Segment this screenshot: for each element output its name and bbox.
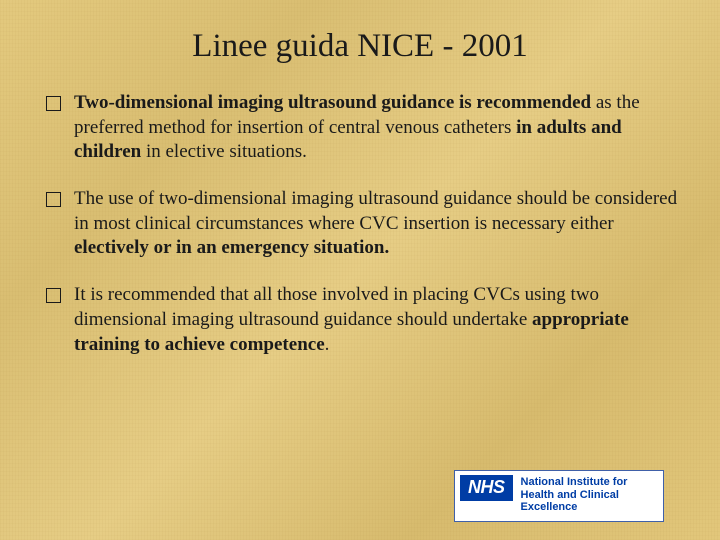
- nhs-badge: NHS: [460, 475, 513, 501]
- logo-line1: National Institute for: [521, 476, 628, 488]
- bullet-item: It is recommended that all those involve…: [70, 283, 678, 357]
- nhs-nice-logo: NHS National Institute for Health and Cl…: [454, 470, 664, 522]
- logo-text: National Institute for Health and Clinic…: [513, 471, 663, 514]
- slide: Linee guida NICE - 2001 Two-dimensional …: [0, 0, 720, 540]
- bullet-item: Two-dimensional imaging ultrasound guida…: [70, 91, 678, 165]
- slide-title: Linee guida NICE - 2001: [42, 28, 678, 65]
- bullet-list: Two-dimensional imaging ultrasound guida…: [42, 91, 678, 357]
- bullet-item: The use of two-dimensional imaging ultra…: [70, 187, 678, 261]
- logo-line2: Health and Clinical Excellence: [521, 489, 619, 514]
